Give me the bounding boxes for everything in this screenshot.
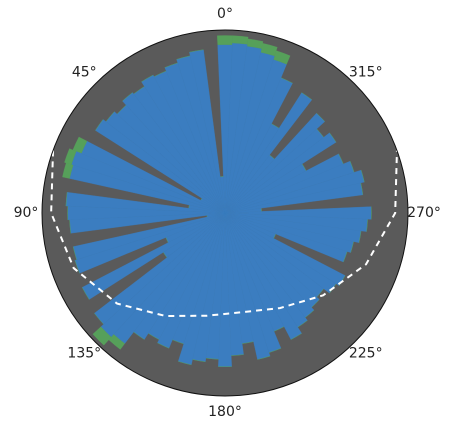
bar <box>69 219 71 234</box>
bar <box>62 162 74 179</box>
bar <box>232 35 249 45</box>
theta-tick-label: 90° <box>14 205 39 221</box>
bar <box>290 333 302 340</box>
bar <box>329 132 337 143</box>
bar <box>192 359 206 362</box>
theta-tick-label: 0° <box>217 6 233 22</box>
bar <box>122 92 133 102</box>
theta-tick-label: 270° <box>407 205 441 221</box>
theta-tick-label: 135° <box>67 346 101 362</box>
theta-tick-label: 45° <box>72 64 97 80</box>
bar <box>311 299 320 308</box>
bar <box>297 320 308 328</box>
theta-tick-label: 180° <box>208 404 242 420</box>
dashed-line <box>50 150 398 318</box>
bar <box>95 119 104 131</box>
bar <box>108 334 125 350</box>
bar <box>65 192 68 207</box>
theta-tick-label: 315° <box>349 64 383 80</box>
bar <box>349 161 355 173</box>
plot-border <box>41 29 409 397</box>
bar <box>217 35 233 45</box>
bar <box>231 354 244 356</box>
theta-tick-label: 225° <box>349 346 383 362</box>
bar <box>305 310 315 318</box>
bar <box>133 331 145 340</box>
bar <box>157 342 170 349</box>
